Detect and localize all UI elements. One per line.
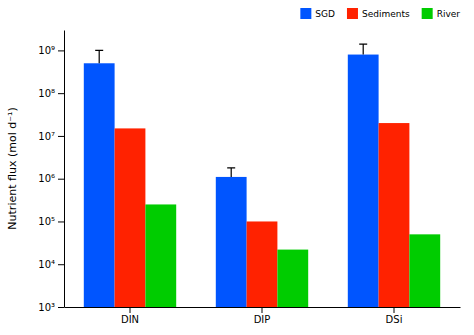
error-bars [95,44,367,177]
y-tick: 10³ [38,302,64,313]
y-axis: 10³ 10⁴ 10⁵ 10⁶ 10⁷ 10⁸ 10⁹ [38,31,64,313]
x-tick: DIP [254,307,271,325]
x-tick-label: DIP [254,314,271,325]
error-bar [359,44,367,54]
y-tick-label: 10⁷ [38,131,55,142]
legend: SGD Sediments River [300,8,460,19]
x-tick-mark [130,307,131,313]
y-tick-label: 10⁸ [38,88,55,99]
error-bar [95,50,103,63]
bar [247,221,278,307]
bar [277,250,308,307]
bar [348,55,379,307]
legend-item: River [422,8,461,19]
y-tick: 10⁷ [38,131,64,142]
legend-swatch [300,8,311,19]
series [115,123,410,307]
y-tick-label: 10⁹ [38,45,55,56]
x-axis: DIN DIP DSi [65,307,461,325]
y-tick-mark [58,179,64,180]
y-axis-title: Nutrient flux (mol d⁻¹) [6,107,19,229]
y-tick-label: 10⁵ [38,216,55,227]
x-tick-label: DIN [121,314,139,325]
bar [409,234,440,307]
y-tick: 10⁴ [38,259,64,270]
x-tick: DIN [121,307,139,325]
x-tick-mark [262,307,263,313]
bar [115,128,146,307]
y-axis-line [64,31,65,308]
y-tick: 10⁸ [38,88,64,99]
series [145,204,440,307]
y-tick-mark [58,136,64,137]
y-tick-label: 10³ [38,302,55,313]
chart: DIN DIP DSi 10³ 10⁴ 10⁵ 10⁶ 10⁷ 10⁸ 10⁹ Nutrient f… [0,0,474,335]
y-tick-mark [58,307,64,308]
bar [216,177,247,307]
legend-swatch [422,8,433,19]
y-tick-mark [58,221,64,222]
y-tick-mark [58,50,64,51]
y-tick-label: 10⁴ [38,259,55,270]
y-tick-label: 10⁶ [38,173,55,184]
x-tick-label: DSi [386,314,403,325]
marks [84,44,440,307]
legend-item: SGD [300,8,335,19]
y-tick: 10⁵ [38,216,64,227]
legend-label: Sediments [362,9,410,19]
error-bar [227,168,235,177]
legend-swatch [347,8,358,19]
y-tick: 10⁹ [38,45,64,56]
bar [84,63,115,307]
series [84,55,379,307]
bar [379,123,410,307]
plot: DIN DIP DSi 10³ 10⁴ 10⁵ 10⁶ 10⁷ 10⁸ 10⁹ [38,31,460,326]
y-tick-mark [58,93,64,94]
y-tick-mark [58,264,64,265]
bar [145,204,176,307]
legend-label: River [437,9,461,19]
x-tick: DSi [386,307,403,325]
y-tick: 10⁶ [38,173,64,184]
legend-label: SGD [315,9,335,19]
x-tick-mark [394,307,395,313]
legend-item: Sediments [347,8,410,19]
